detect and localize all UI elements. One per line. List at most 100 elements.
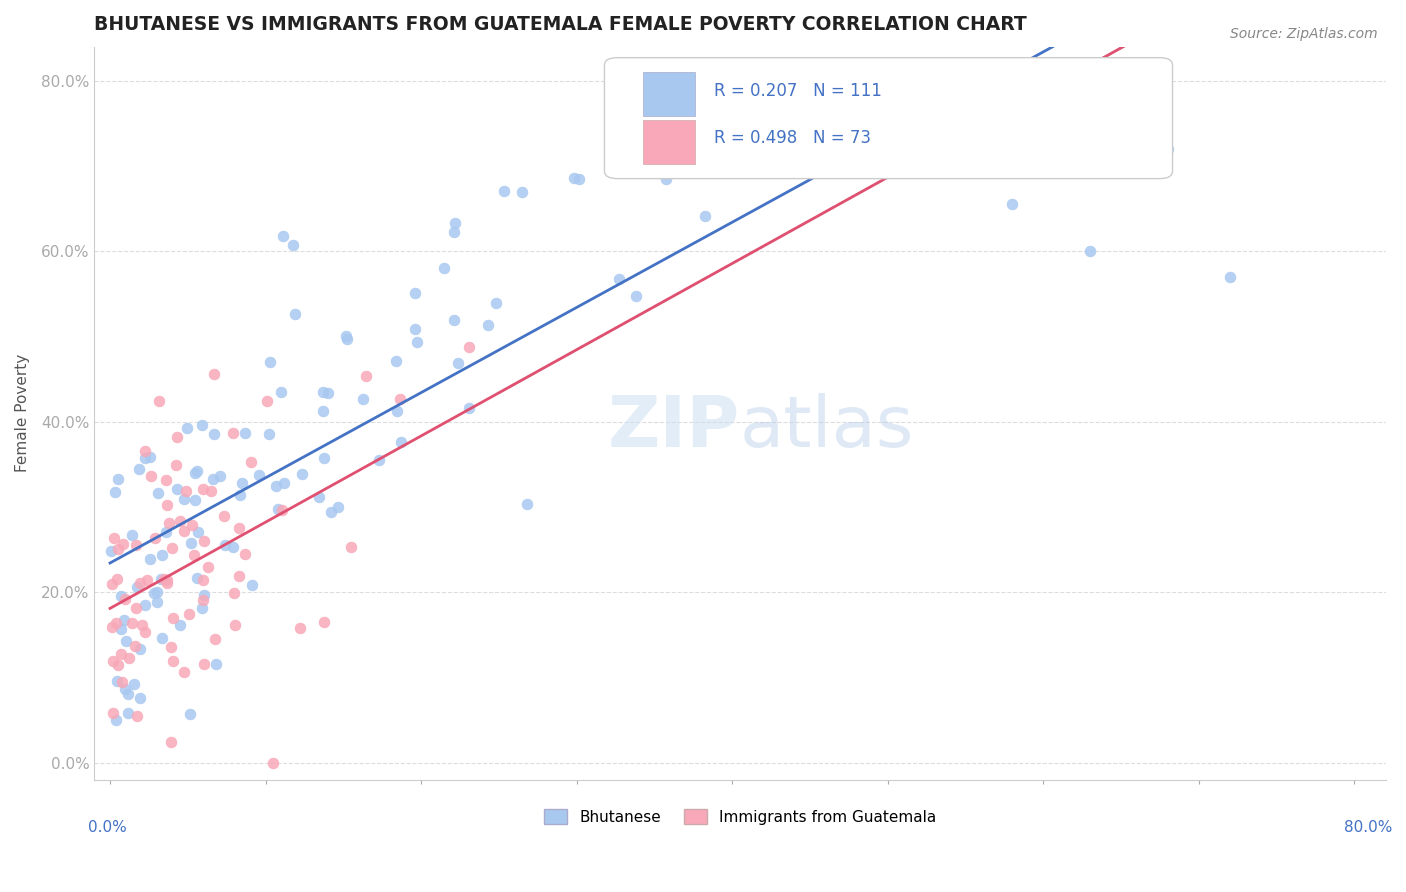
Point [183,492,205,507]
Point [562,170,585,185]
Point [271,229,294,244]
Point [124,537,146,551]
Point [229,487,252,501]
Point [273,475,295,490]
Point [494,185,516,199]
Point [1111,74,1133,88]
Point [224,618,246,632]
Text: atlas: atlas [740,393,914,462]
Point [125,600,148,615]
Point [404,322,426,336]
Point [205,657,228,671]
Point [134,450,156,465]
Point [165,458,187,473]
Point [316,385,339,400]
Point [391,434,413,449]
Point [228,520,250,534]
Point [235,425,257,440]
Point [1219,269,1241,284]
Text: BHUTANESE VS IMMIGRANTS FROM GUATEMALA FEMALE POVERTY CORRELATION CHART: BHUTANESE VS IMMIGRANTS FROM GUATEMALA F… [94,15,1028,34]
Point [110,623,132,637]
Point [101,577,124,591]
Point [101,706,124,720]
Point [267,502,290,516]
Point [180,518,202,533]
Point [319,505,342,519]
Point [208,469,231,483]
Point [114,592,136,607]
Point [121,528,143,542]
Point [1078,244,1101,259]
Point [176,421,198,435]
Point [262,756,284,770]
Point [257,427,280,442]
Point [335,329,357,343]
Point [259,354,281,368]
Point [191,593,214,607]
Point [191,417,214,432]
Point [153,572,176,586]
Point [917,74,939,88]
Point [308,490,330,504]
Text: 80.0%: 80.0% [1344,820,1392,835]
Point [264,479,287,493]
Point [134,598,156,612]
Point [191,573,214,587]
Point [247,468,270,483]
Point [388,392,411,406]
Point [107,658,129,673]
Point [146,595,169,609]
Point [143,531,166,545]
Point [121,616,143,631]
Point [197,560,219,574]
Point [214,509,236,524]
Point [135,573,157,587]
Point [222,425,245,440]
Point [186,571,208,585]
Point [112,537,135,551]
Point [183,548,205,562]
Point [607,272,630,286]
Point [100,544,122,558]
Point [118,651,141,665]
Point [314,451,336,466]
Point [184,466,207,480]
Point [166,482,188,496]
Point [214,538,236,552]
Point [204,632,226,647]
Point [134,625,156,640]
Point [177,607,200,621]
Point [447,355,470,369]
Point [104,485,127,500]
Point [155,473,177,487]
Point [134,444,156,458]
Point [139,468,162,483]
Point [138,551,160,566]
Point [124,639,146,653]
Point [125,709,148,723]
Point [110,647,132,661]
Point [179,707,201,722]
Point [155,524,177,539]
Point [793,88,815,103]
Point [200,483,222,498]
Point [149,572,172,586]
Point [193,533,215,548]
Point [326,500,349,515]
Text: Source: ZipAtlas.com: Source: ZipAtlas.com [1230,27,1378,41]
Point [477,318,499,333]
Point [624,289,647,303]
Point [169,514,191,528]
Point [150,549,173,563]
Point [312,615,335,629]
Point [157,516,180,531]
FancyBboxPatch shape [643,72,695,116]
Point [186,464,208,478]
Point [444,216,467,230]
Point [801,74,824,88]
Point [284,307,307,321]
Point [155,573,177,587]
Text: R = 0.498   N = 73: R = 0.498 N = 73 [714,129,872,147]
Point [886,74,908,88]
Point [193,588,215,602]
